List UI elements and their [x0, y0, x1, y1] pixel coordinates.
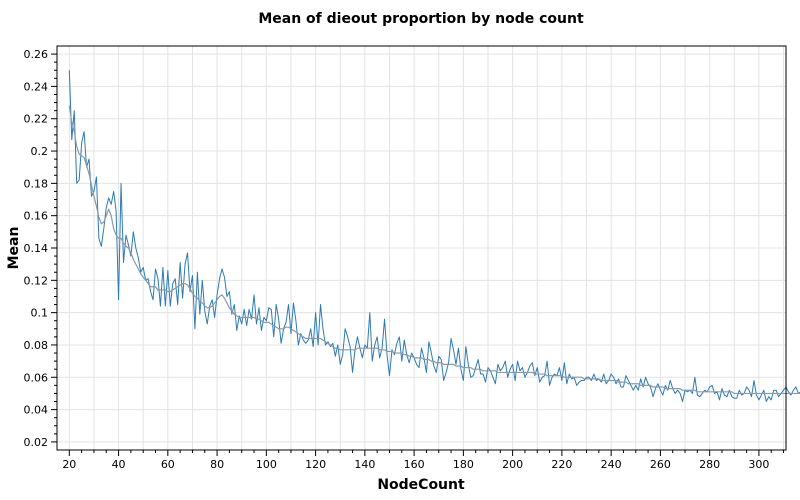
y-tick-label: 0.08: [24, 339, 49, 352]
y-tick-label: 0.06: [24, 371, 49, 384]
y-tick-label: 0.24: [24, 80, 49, 93]
x-tick-label: 140: [354, 458, 375, 471]
x-tick-label: 120: [305, 458, 326, 471]
y-tick-label: 0.1: [31, 307, 49, 320]
y-axis: 0.02 0.04 0.06 0.08 0.1 0.12 0.14 0.16 0.18 0.2 0.…: [24, 48, 57, 449]
x-tick-label: 300: [748, 458, 769, 471]
x-tick-label: 160: [404, 458, 425, 471]
y-tick-label: 0.18: [24, 177, 49, 190]
x-tick-label: 200: [502, 458, 523, 471]
y-tick-label: 0.02: [24, 436, 49, 449]
series-line-raw: [68, 70, 800, 403]
x-tick-label: 280: [699, 458, 720, 471]
y-tick-label: 0.16: [24, 210, 49, 223]
x-tick-label: 100: [256, 458, 277, 471]
y-tick-label: 0.2: [31, 145, 49, 158]
series-line-smoothed: [68, 105, 800, 395]
x-tick-label: 240: [601, 458, 622, 471]
chart-title: Mean of dieout proportion by node count: [258, 11, 584, 27]
x-tick-label: 60: [161, 458, 175, 471]
y-tick-label: 0.26: [24, 48, 49, 61]
y-axis-label: Mean: [6, 227, 22, 270]
x-tick-label: 20: [62, 458, 76, 471]
x-tick-label: 80: [210, 458, 224, 471]
y-tick-label: 0.22: [24, 113, 49, 126]
y-tick-label: 0.14: [24, 242, 49, 255]
x-tick-label: 260: [650, 458, 671, 471]
x-tick-label: 40: [112, 458, 126, 471]
grid: [57, 46, 786, 450]
x-axis-label: NodeCount: [377, 477, 465, 493]
x-tick-label: 220: [551, 458, 572, 471]
x-tick-label: 180: [453, 458, 474, 471]
y-tick-label: 0.04: [24, 404, 49, 417]
y-tick-label: 0.12: [24, 274, 49, 287]
series-layer: [68, 70, 800, 403]
x-axis: 20 40 60 80 100 120 140 160 180 200 220 240 260 280 30…: [62, 450, 785, 471]
